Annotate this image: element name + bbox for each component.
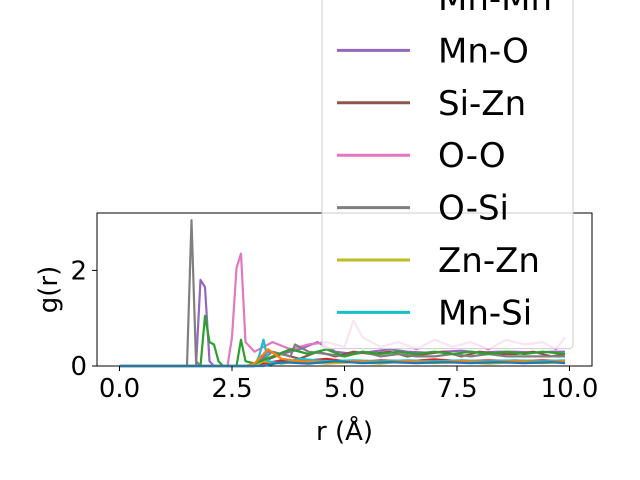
legend-label: O-O <box>438 136 506 176</box>
y-tick-label: 2 <box>70 256 87 286</box>
x-axis-label: r (Å) <box>316 415 373 447</box>
y-axis: 02 <box>70 256 97 382</box>
legend: Mn-Mn Mn-O Si-Zn O-O O-Si Zn-Zn Mn-Si <box>321 0 574 350</box>
x-tick-label: 5.0 <box>324 374 365 404</box>
series-layer <box>119 219 566 368</box>
legend-label: Mn-Mn <box>438 0 552 19</box>
legend-label: Mn-O <box>438 31 529 71</box>
y-axis-label: g(r) <box>34 266 64 313</box>
legend-label: O-Si <box>438 189 509 229</box>
x-tick-label: 7.5 <box>436 374 477 404</box>
legend-label: Mn-Si <box>438 293 532 333</box>
legend-label: Si-Zn <box>438 84 526 124</box>
x-axis: 0.0 2.5 5.0 7.5 10.0 <box>99 366 599 404</box>
x-tick-label: 2.5 <box>211 374 252 404</box>
legend-label: Zn-Zn <box>438 241 540 281</box>
legend-items: Mn-Mn Mn-O Si-Zn O-O O-Si Zn-Zn Mn-Si <box>337 0 552 333</box>
series-line-unlabeled-7 <box>119 314 566 368</box>
x-tick-label: 0.0 <box>99 374 140 404</box>
x-tick-label: 10.0 <box>541 374 599 404</box>
series-line-unlabeled-9 <box>119 360 566 368</box>
y-tick-label: 0 <box>70 352 87 382</box>
